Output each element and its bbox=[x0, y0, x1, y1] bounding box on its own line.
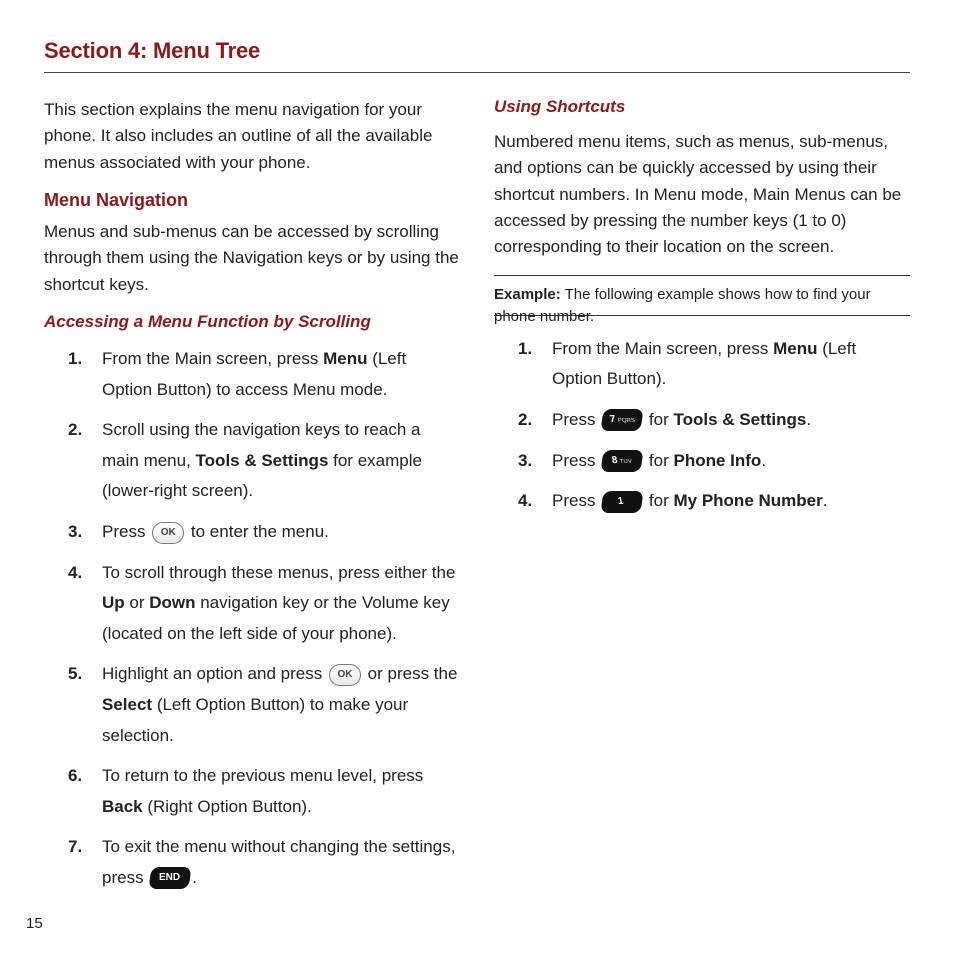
step-text: Press bbox=[552, 451, 600, 470]
step-item: Press 7PQRS for Tools & Settings. bbox=[518, 405, 910, 436]
step-item: Press OK to enter the menu. bbox=[68, 517, 460, 548]
step-bold: Tools & Settings bbox=[196, 451, 329, 470]
step-item: Highlight an option and press OK or pres… bbox=[68, 659, 460, 751]
end-key-icon: END bbox=[149, 867, 192, 889]
step-text: . bbox=[192, 868, 197, 887]
shortcut-steps-list: From the Main screen, press Menu (Left O… bbox=[518, 334, 910, 517]
step-item: From the Main screen, press Menu (Left O… bbox=[68, 344, 460, 405]
step-text: . bbox=[823, 491, 828, 510]
example-label: Example: bbox=[494, 286, 561, 303]
one-key-icon: 1 bbox=[601, 491, 644, 513]
step-text: . bbox=[806, 410, 811, 429]
step-text: Press bbox=[552, 410, 600, 429]
step-bold: Menu bbox=[773, 339, 817, 358]
section-intro: This section explains the menu navigatio… bbox=[44, 97, 460, 176]
step-item: Press 1 for My Phone Number. bbox=[518, 486, 910, 517]
step-text: From the Main screen, press bbox=[552, 339, 773, 358]
step-item: Scroll using the navigation keys to reac… bbox=[68, 415, 460, 507]
right-column: Using Shortcuts Numbered menu items, suc… bbox=[494, 97, 910, 904]
step-text: From the Main screen, press bbox=[102, 349, 323, 368]
accessing-by-scrolling-heading: Accessing a Menu Function by Scrolling bbox=[44, 312, 460, 332]
step-bold: Menu bbox=[323, 349, 367, 368]
left-column: This section explains the menu navigatio… bbox=[44, 97, 460, 904]
using-shortcuts-heading: Using Shortcuts bbox=[494, 97, 910, 117]
step-text: for bbox=[644, 410, 673, 429]
ok-key-icon: OK bbox=[329, 664, 361, 686]
page-number: 15 bbox=[26, 915, 43, 932]
step-bold: My Phone Number bbox=[673, 491, 822, 510]
step-item: To exit the menu without changing the se… bbox=[68, 832, 460, 893]
step-item: Press 8TUV for Phone Info. bbox=[518, 446, 910, 477]
step-text: or press the bbox=[363, 664, 458, 683]
step-text: Press bbox=[552, 491, 600, 510]
eight-key-icon: 8TUV bbox=[601, 450, 644, 472]
step-bold: Phone Info bbox=[673, 451, 761, 470]
step-text: (Right Option Button). bbox=[143, 797, 312, 816]
step-text: for bbox=[644, 451, 673, 470]
step-text: Press bbox=[102, 522, 150, 541]
seven-key-icon: 7PQRS bbox=[601, 409, 644, 431]
example-note: Example: The following example shows how… bbox=[494, 275, 910, 316]
step-bold: Back bbox=[102, 797, 143, 816]
section-title: Section 4: Menu Tree bbox=[44, 38, 910, 73]
step-bold: Select bbox=[102, 695, 152, 714]
step-item: From the Main screen, press Menu (Left O… bbox=[518, 334, 910, 395]
ok-key-icon: OK bbox=[152, 522, 184, 544]
two-column-layout: This section explains the menu navigatio… bbox=[44, 97, 910, 904]
using-shortcuts-intro: Numbered menu items, such as menus, sub-… bbox=[494, 129, 910, 261]
step-text: To return to the previous menu level, pr… bbox=[102, 766, 423, 785]
menu-navigation-heading: Menu Navigation bbox=[44, 190, 460, 211]
step-text: To scroll through these menus, press eit… bbox=[102, 563, 455, 582]
step-text: for bbox=[644, 491, 673, 510]
step-text: to enter the menu. bbox=[186, 522, 329, 541]
menu-navigation-intro: Menus and sub-menus can be accessed by s… bbox=[44, 219, 460, 298]
step-text: Highlight an option and press bbox=[102, 664, 327, 683]
step-bold: Up bbox=[102, 593, 125, 612]
step-item: To scroll through these menus, press eit… bbox=[68, 558, 460, 650]
step-bold: Down bbox=[149, 593, 195, 612]
step-bold: Tools & Settings bbox=[673, 410, 806, 429]
step-item: To return to the previous menu level, pr… bbox=[68, 761, 460, 822]
step-text: . bbox=[761, 451, 766, 470]
scrolling-steps-list: From the Main screen, press Menu (Left O… bbox=[68, 344, 460, 894]
step-text: or bbox=[125, 593, 150, 612]
